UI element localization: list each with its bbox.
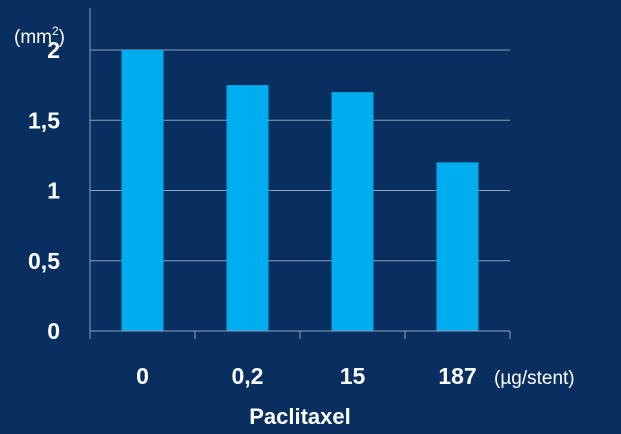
y-tick-label: 1,5 [28, 107, 60, 133]
x-tick-label: 0,2 [232, 363, 264, 389]
x-tick-label: 0 [136, 363, 149, 389]
x-tick-labels: 0 0,2 15 187 [136, 363, 477, 389]
y-unit-label: (mm2) [14, 24, 65, 48]
bar-15 [331, 92, 374, 332]
y-tick-label: 0,5 [28, 248, 60, 274]
y-tick-labels: 0 0,5 1 1,5 2 [28, 37, 60, 344]
x-tick-label: 15 [340, 363, 366, 389]
bar-0 [121, 50, 164, 331]
x-unit-label: (µg/stent) [494, 368, 575, 389]
y-tick-label: 0 [47, 318, 60, 344]
bars [121, 50, 479, 332]
x-tick-label: 187 [438, 363, 476, 389]
y-unit-superscript: 2 [52, 24, 59, 38]
bar-187 [436, 162, 479, 331]
x-axis-title: Paclitaxel [249, 404, 351, 429]
y-tick-label: 1 [47, 178, 60, 204]
y-tick-label: 2 [47, 37, 60, 63]
axes [89, 8, 511, 339]
bar-0-2 [226, 85, 269, 331]
